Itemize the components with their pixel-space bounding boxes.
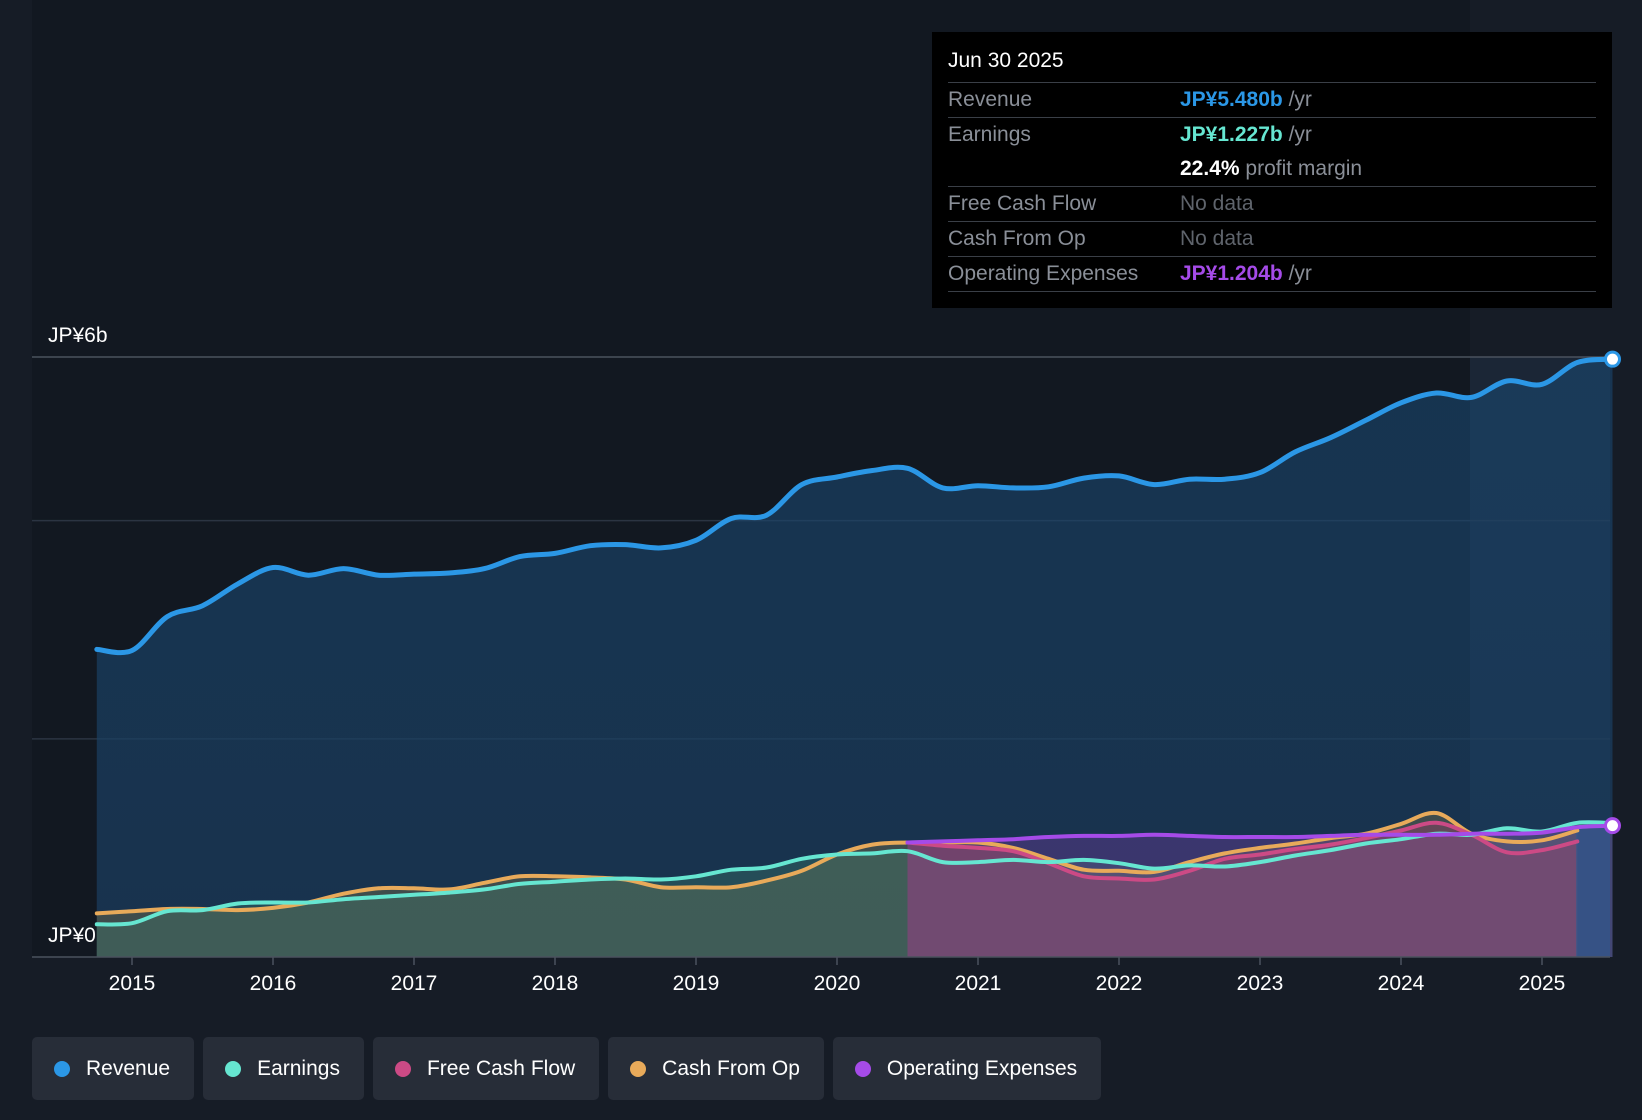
tooltip-margin-value: 22.4% [1180,157,1240,180]
tooltip-opex-unit: /yr [1288,262,1312,285]
tooltip-margin-label [948,152,1180,186]
legend-opex-dot [854,1060,871,1077]
x-axis-label: 2016 [250,972,297,995]
legend-revenue-dot [54,1060,70,1077]
y-axis-label: JP¥0 [48,924,96,947]
free-cash-flow-area [907,822,1578,957]
end-markers [1604,350,1621,835]
tooltip-opex-label: Operating Expenses [948,262,1139,285]
legend: Revenue Earnings Free Cash Flow Cash Fro… [32,1037,1102,1100]
x-axis-label: 2022 [1096,972,1143,995]
legend-earnings-label: Earnings [257,1056,340,1080]
legend-earnings-dot [225,1060,242,1077]
y-axis-label: JP¥6b [48,324,108,347]
x-axis-label: 2018 [532,972,579,995]
tooltip-revenue-label: Revenue [948,88,1033,111]
tooltip-row-earnings: Earnings JP¥1.227b /yr [948,118,1596,152]
x-axis-label: 2019 [673,972,720,995]
x-axis: 2015 2016 2017 2018 2019 2020 2021 2022 2023 2024… [32,956,1610,995]
legend-opex-label: Operating Expenses [886,1056,1078,1080]
x-axis-label: 2017 [391,972,438,995]
revenue-area [96,359,1613,957]
tooltip-fcf-value: No data [1180,192,1254,215]
revenue-line [94,356,1615,656]
tooltip-row-fcf: Free Cash Flow No data [948,187,1596,222]
revenue-end-marker [1604,350,1621,368]
x-axis-label: 2024 [1378,972,1425,995]
tooltip-earnings-label: Earnings [948,123,1031,146]
tooltip-margin-unit: profit margin [1245,157,1363,180]
x-axis-label: 2025 [1519,972,1566,995]
cash-from-op-area [96,812,1578,957]
tooltip-row-margin: 22.4% profit margin [948,152,1596,187]
x-axis-label: 2023 [1237,972,1284,995]
highlight-bar [1576,826,1610,957]
legend-operating-expenses[interactable]: Operating Expenses [832,1037,1102,1100]
legend-fcf-label: Free Cash Flow [426,1056,576,1080]
tooltip-opex-value: JP¥1.204b [1180,262,1283,285]
tooltip-earnings-value: JP¥1.227b [1180,123,1283,146]
tooltip-fcf-label: Free Cash Flow [948,192,1097,215]
tooltip-earnings-unit: /yr [1288,123,1312,146]
tooltip: Jun 30 2025 Revenue JP¥5.480b /yr Earnin… [932,32,1612,308]
tooltip-date: Jun 30 2025 [948,46,1596,83]
x-axis-label: 2021 [955,972,1002,995]
tooltip-row-cfo: Cash From Op No data [948,222,1596,257]
tooltip-cfo-label: Cash From Op [948,227,1086,250]
earnings-area [96,822,1613,957]
tooltip-row-opex: Operating Expenses JP¥1.204b /yr [948,257,1596,292]
operating-expenses-line [905,823,1615,845]
legend-revenue[interactable]: Revenue [32,1037,195,1100]
x-axis-label: 2020 [814,972,861,995]
legend-cash-from-op[interactable]: Cash From Op [608,1037,824,1100]
tooltip-row-revenue: Revenue JP¥5.480b /yr [948,83,1596,118]
legend-free-cash-flow[interactable]: Free Cash Flow [372,1037,600,1100]
y-axis-labels: JP¥6b JP¥0 [48,324,108,947]
operating-expenses-end-marker [1604,817,1621,835]
x-axis-label: 2015 [109,972,156,995]
series-lines [94,356,1615,927]
legend-cfo-label: Cash From Op [662,1056,800,1080]
tooltip-revenue-value: JP¥5.480b [1180,88,1283,111]
tooltip-cfo-value: No data [1180,227,1254,250]
legend-fcf-dot [394,1060,411,1077]
legend-earnings[interactable]: Earnings [203,1037,364,1100]
earnings-line [94,820,1615,927]
tooltip-revenue-unit: /yr [1288,88,1312,111]
legend-revenue-label: Revenue [86,1056,171,1080]
legend-cfo-dot [630,1060,647,1077]
